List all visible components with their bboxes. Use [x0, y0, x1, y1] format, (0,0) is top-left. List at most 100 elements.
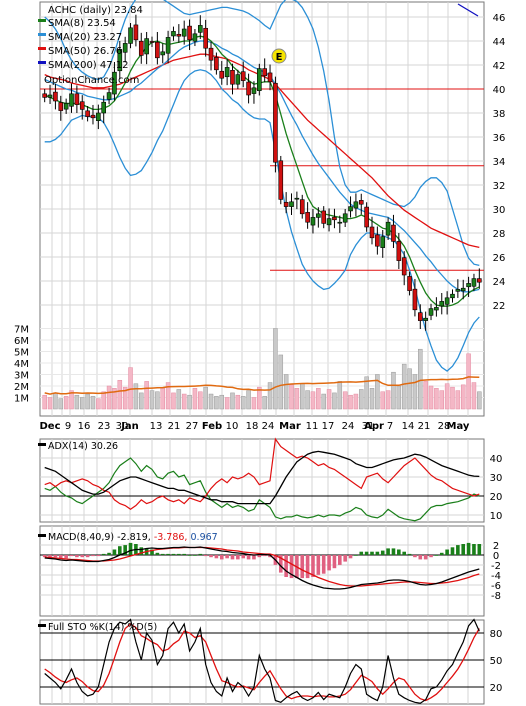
- volume-bar: [460, 384, 466, 410]
- volume-bar: [257, 386, 262, 410]
- macd-histogram-bar: [80, 555, 85, 558]
- candle-body: [471, 278, 477, 287]
- macd-histogram-bar: [407, 553, 412, 555]
- volume-bar: [219, 394, 225, 410]
- x-tick-label: 14: [402, 421, 415, 432]
- candle-body: [69, 93, 74, 107]
- volume-tick-label: 1M: [14, 394, 29, 405]
- volume-bar: [477, 391, 482, 410]
- adx-tick-label: 20: [490, 492, 503, 503]
- candle-body: [187, 25, 192, 41]
- macd-signal-line: [44, 546, 480, 587]
- macd-label: MACD(8,40,9) -2.819, -3.786, 0.967: [48, 532, 218, 543]
- price-tick-label: 44: [493, 37, 506, 48]
- adx-tick-label: 40: [490, 454, 503, 465]
- macd-histogram-bar: [236, 555, 240, 560]
- legend-swatch-sma200: [38, 61, 46, 64]
- macd-histogram-bar: [477, 544, 482, 555]
- candle-body: [332, 216, 337, 221]
- macd-histogram-bar: [53, 555, 58, 558]
- volume-ma-line: [44, 376, 480, 395]
- indicator-lines: [42, 437, 482, 704]
- candle-body: [337, 221, 343, 224]
- volume-bar: [299, 383, 305, 410]
- candle-body: [149, 41, 155, 43]
- volume-bar: [149, 390, 155, 410]
- macd-histogram-bar: [391, 548, 396, 555]
- macd-histogram-bar: [198, 553, 203, 555]
- candle-body: [401, 257, 407, 276]
- candle-body: [251, 87, 257, 94]
- candle-body: [299, 199, 305, 215]
- price-tick-label: 40: [493, 85, 506, 96]
- macd-histogram-bar: [214, 555, 219, 559]
- candle-body: [439, 301, 445, 307]
- volume-bar: [305, 390, 310, 410]
- volume-bar: [450, 386, 455, 410]
- macd-histogram-bar: [187, 555, 192, 556]
- volume-bar: [96, 398, 101, 410]
- volume-bar: [353, 393, 359, 410]
- price-tick-label: 22: [493, 301, 506, 312]
- x-tick-label: 7: [387, 421, 393, 432]
- plus-di-line: [44, 457, 480, 522]
- macd-histogram-bar: [380, 550, 385, 555]
- macd-histogram-bar: [278, 555, 283, 573]
- adx-label: ADX(14) 30.26: [48, 441, 118, 452]
- volume-bar: [139, 392, 144, 410]
- macd-histogram-bar: [434, 555, 439, 556]
- volume-bar: [375, 374, 380, 410]
- macd-histogram-bar: [413, 555, 417, 558]
- macd-histogram-bar: [354, 555, 358, 556]
- macd-histogram-bar: [445, 549, 449, 555]
- macd-histogram-bar: [182, 553, 186, 555]
- legend-sma8: SMA(8) 23.54: [48, 18, 116, 29]
- macd-histogram-bar: [69, 555, 74, 557]
- sto-tick-label: 20: [490, 683, 503, 694]
- volume-bar: [262, 396, 267, 410]
- candle-body: [326, 218, 332, 226]
- macd-histogram-bar: [461, 544, 466, 555]
- macd-label-main: MACD(8,40,9) -2.819,: [48, 532, 151, 543]
- macd-histogram-bar: [139, 547, 144, 555]
- volume-bar: [423, 381, 428, 410]
- volume-bar: [79, 397, 85, 410]
- macd-histogram-bar: [96, 555, 101, 557]
- candle-body: [450, 293, 455, 299]
- sto-tick-label: 50: [490, 656, 503, 667]
- macd-histogram-bar: [343, 555, 347, 562]
- candle-body: [375, 234, 380, 247]
- macd-histogram-bar: [177, 553, 181, 555]
- candle-body: [278, 160, 284, 200]
- volume-bar: [171, 392, 176, 410]
- candle-body: [90, 114, 96, 119]
- macd-histogram-bar: [321, 555, 326, 574]
- macd-tick-label: 0: [493, 551, 499, 562]
- candle-body: [219, 70, 225, 79]
- candle-body: [477, 278, 482, 283]
- minus-di-line: [44, 437, 480, 511]
- candle-body: [128, 27, 133, 44]
- candle-body: [385, 221, 391, 236]
- macd-histogram-bar: [370, 551, 374, 555]
- x-tick-label: Jan: [120, 421, 139, 432]
- macd-histogram-bar: [402, 551, 406, 555]
- candle-body: [171, 31, 176, 37]
- volume-bar: [455, 390, 461, 410]
- volume-bar: [359, 389, 364, 410]
- volume-bar: [385, 390, 391, 410]
- candle-body: [423, 317, 428, 321]
- adx-legend: ADX(14) 30.26: [38, 441, 118, 452]
- legend-swatch-sma20: [38, 33, 46, 36]
- candle-body: [273, 82, 278, 163]
- candle-body: [380, 236, 386, 248]
- x-tick-label: 27: [186, 421, 199, 432]
- candle-body: [53, 91, 58, 102]
- earnings-icon: [271, 48, 287, 64]
- volume-bar: [117, 380, 123, 410]
- candle-body: [391, 224, 396, 242]
- watermark: OptionChance.com: [44, 75, 139, 86]
- candle-body: [262, 68, 267, 77]
- x-tick-label: 17: [322, 421, 335, 432]
